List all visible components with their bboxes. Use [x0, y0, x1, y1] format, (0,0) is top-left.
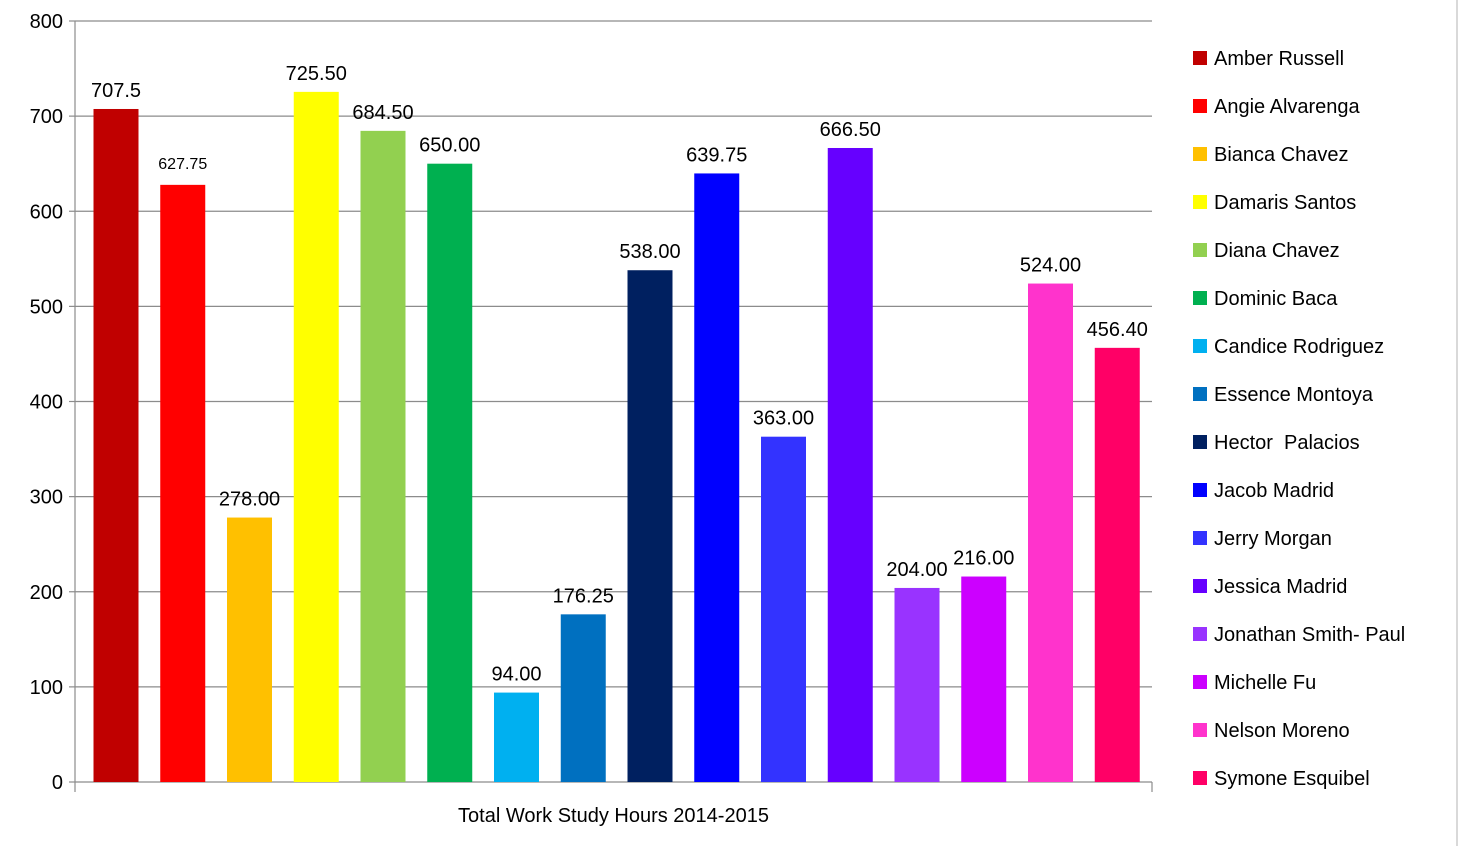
y-tick-label: 800	[30, 11, 63, 33]
legend-swatch	[1193, 147, 1207, 161]
bar	[360, 130, 406, 782]
bar	[427, 163, 473, 782]
bar	[894, 587, 940, 782]
legend-swatch	[1193, 579, 1207, 593]
legend-label: Essence Montoya	[1214, 384, 1374, 406]
bar	[560, 614, 606, 782]
legend-label: Damaris Santos	[1214, 192, 1356, 214]
legend-swatch	[1193, 387, 1207, 401]
data-label: 216.00	[953, 548, 1014, 570]
legend-swatch	[1193, 435, 1207, 449]
data-label: 94.00	[491, 664, 541, 686]
y-tick-label: 100	[30, 677, 63, 699]
bar	[293, 91, 339, 783]
data-label: 627.75	[158, 156, 207, 173]
data-label: 650.00	[419, 135, 480, 157]
bar	[827, 147, 873, 782]
bar	[761, 436, 806, 782]
x-axis-label: Total Work Study Hours 2014-2015	[458, 805, 769, 827]
bar	[694, 173, 740, 782]
legend-label: Nelson Moreno	[1214, 720, 1350, 742]
legend-swatch	[1193, 723, 1207, 737]
legend-swatch	[1193, 243, 1207, 257]
y-tick-label: 0	[52, 772, 63, 794]
legend-label: Dominic Baca	[1214, 288, 1338, 310]
y-tick-label: 700	[30, 106, 63, 128]
bar	[1028, 283, 1073, 782]
data-label: 176.25	[553, 585, 614, 607]
y-tick-label: 600	[30, 201, 63, 223]
bar	[160, 184, 206, 783]
data-label: 204.00	[886, 559, 947, 581]
legend-label: Symone Esquibel	[1214, 768, 1370, 790]
y-tick-label: 300	[30, 487, 63, 509]
data-label: 278.00	[219, 489, 280, 511]
legend-label: Jerry Morgan	[1214, 528, 1332, 550]
data-label: 363.00	[753, 408, 814, 430]
legend-label: Jessica Madrid	[1214, 576, 1347, 598]
bar	[627, 270, 673, 782]
data-label: 666.50	[820, 119, 881, 141]
bar	[961, 576, 1007, 782]
legend-label: Amber Russell	[1214, 48, 1344, 70]
chart-border	[1456, 0, 1458, 846]
bar	[494, 692, 539, 782]
legend-label: Diana Chavez	[1214, 240, 1340, 262]
y-tick-label: 500	[30, 296, 63, 318]
legend-label: Bianca Chavez	[1214, 144, 1349, 166]
data-label: 684.50	[352, 102, 413, 124]
bar	[1094, 347, 1140, 782]
legend-label: Michelle Fu	[1214, 672, 1316, 694]
legend-swatch	[1193, 51, 1207, 65]
legend-swatch	[1193, 99, 1207, 113]
legend-swatch	[1193, 483, 1207, 497]
legend-swatch	[1193, 675, 1207, 689]
data-label: 456.40	[1087, 319, 1148, 341]
legend-swatch	[1193, 291, 1207, 305]
legend-swatch	[1193, 339, 1207, 353]
legend-label: Angie Alvarenga	[1214, 96, 1361, 118]
legend-label: Jonathan Smith- Paul	[1214, 624, 1405, 646]
y-tick-label: 200	[30, 582, 63, 604]
y-tick-label: 400	[30, 392, 63, 414]
legend-swatch	[1193, 627, 1207, 641]
legend-swatch	[1193, 771, 1207, 785]
legend-label: Candice Rodriguez	[1214, 336, 1384, 358]
data-label: 524.00	[1020, 255, 1081, 277]
data-label: 725.50	[286, 63, 347, 85]
data-label: 639.75	[686, 144, 747, 166]
bar	[93, 108, 139, 783]
legend-label: Jacob Madrid	[1214, 480, 1334, 502]
bar	[227, 517, 272, 782]
data-label: 538.00	[619, 241, 680, 263]
legend-swatch	[1193, 195, 1207, 209]
legend-swatch	[1193, 531, 1207, 545]
data-label: 707.5	[91, 80, 141, 102]
legend-label: Hector Palacios	[1214, 432, 1360, 454]
